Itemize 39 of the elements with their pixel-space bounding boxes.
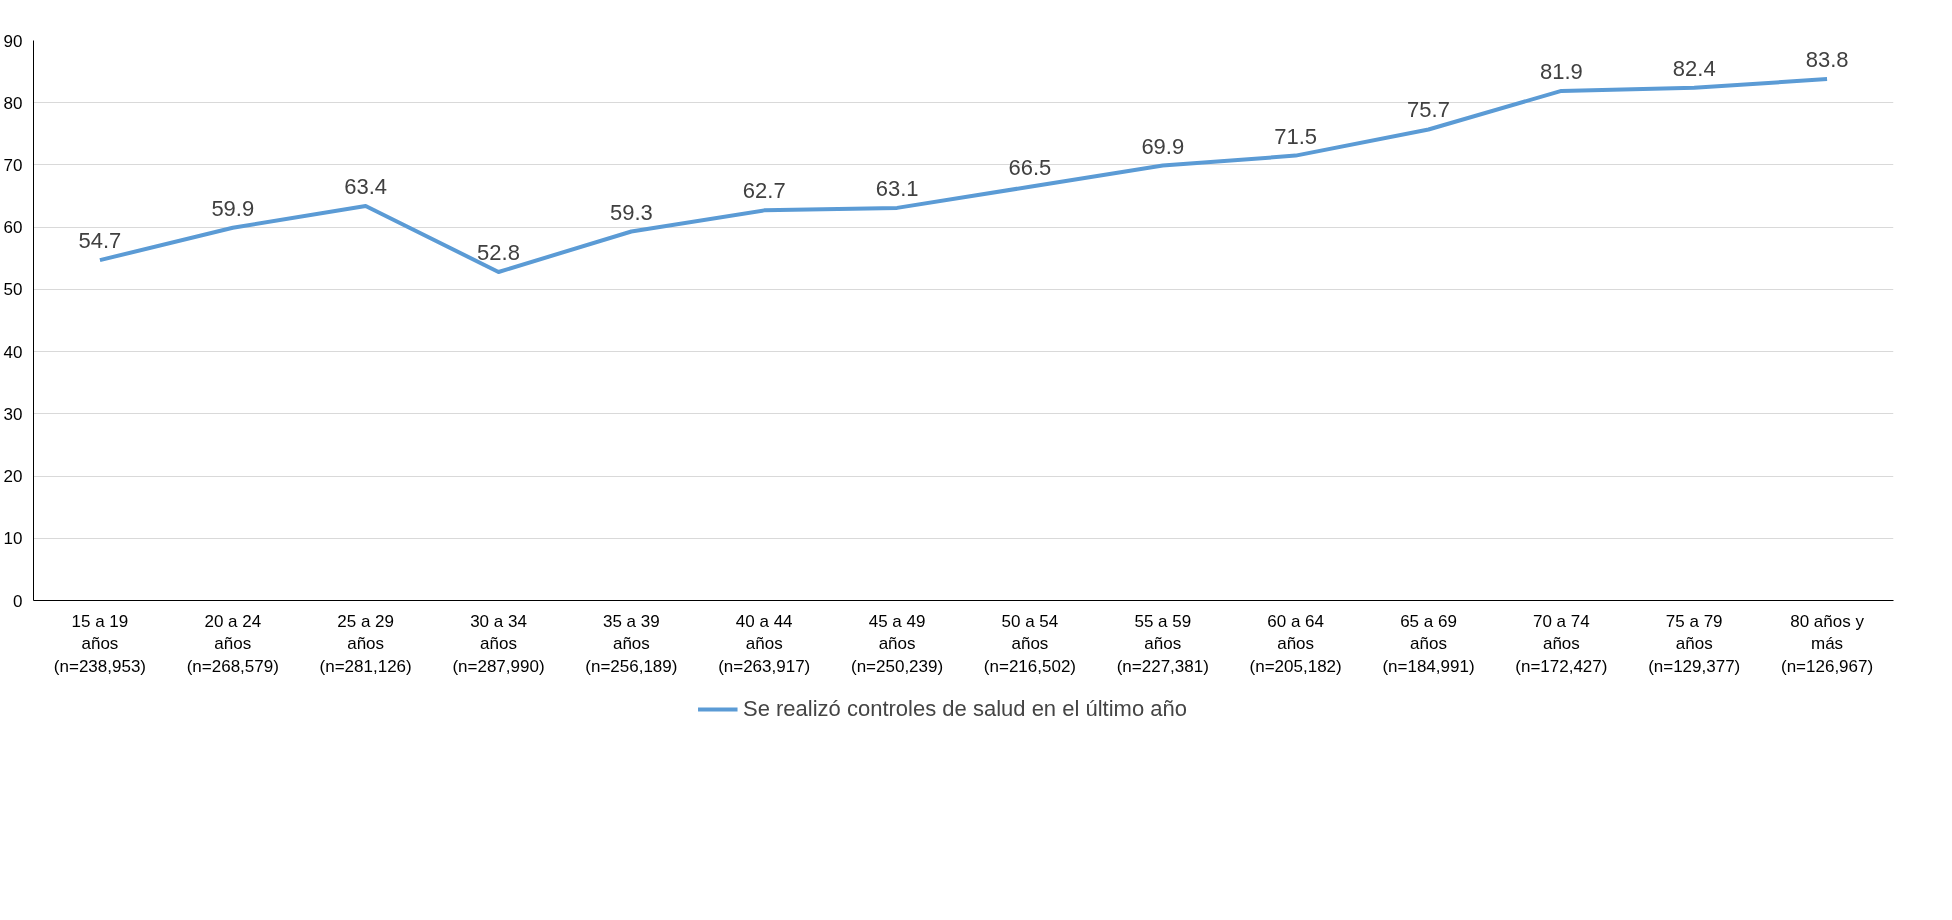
- x-tick-label: 45 a 49 años (n=250,239): [850, 611, 944, 677]
- data-label: 83.8: [1805, 47, 1849, 73]
- x-tick-label: 30 a 34 años (n=287,990): [452, 611, 545, 677]
- x-tick-label: 65 a 69 años (n=184,991): [1382, 611, 1475, 677]
- x-tick-label: 60 a 64 años (n=205,182): [1249, 611, 1342, 677]
- x-tick-label: 80 años y más (n=126,967): [1780, 611, 1874, 677]
- data-label: 82.4: [1672, 55, 1716, 81]
- data-label: 69.9: [1141, 133, 1185, 159]
- data-label: 62.7: [742, 178, 786, 204]
- x-tick-label: 75 a 79 años (n=129,377): [1648, 611, 1741, 677]
- data-label: 75.7: [1407, 97, 1450, 123]
- data-label: 71.5: [1274, 123, 1318, 149]
- x-tick-label: 35 a 39 años (n=256,189): [585, 611, 678, 677]
- y-tick-label: 90: [3, 31, 23, 51]
- data-label: 81.9: [1539, 58, 1583, 84]
- legend-label: Se realizó controles de salud en el último año: [743, 696, 1187, 722]
- data-label: 63.1: [875, 175, 919, 201]
- y-tick-label: 50: [3, 280, 23, 300]
- data-label: 54.7: [78, 228, 122, 254]
- y-tick-label: 30: [3, 404, 23, 424]
- y-tick-label: 20: [3, 467, 23, 487]
- data-label: 52.8: [477, 239, 520, 265]
- x-tick-label: 55 a 59 años (n=227,381): [1116, 611, 1209, 677]
- data-label: 63.4: [344, 174, 388, 200]
- y-tick-label: 0: [13, 591, 23, 611]
- y-tick-label: 80: [3, 93, 23, 113]
- y-tick-label: 40: [3, 342, 23, 362]
- y-tick-label: 60: [3, 218, 23, 238]
- x-tick-label: 15 a 19 años (n=238,953): [53, 611, 147, 677]
- x-tick-label: 20 a 24 años (n=268,579): [186, 611, 279, 677]
- x-tick-label: 40 a 44 años (n=263,917): [718, 611, 811, 677]
- y-tick-label: 70: [3, 155, 23, 175]
- x-tick-label: 25 a 29 años (n=281,126): [319, 611, 412, 677]
- x-tick-label: 70 a 74 años (n=172,427): [1515, 611, 1608, 677]
- y-tick-label: 10: [3, 529, 23, 549]
- data-label: 59.9: [211, 195, 255, 221]
- data-label: 59.3: [609, 199, 653, 225]
- x-tick-label: 50 a 54 años (n=216,502): [983, 611, 1077, 677]
- data-label: 66.5: [1008, 154, 1052, 180]
